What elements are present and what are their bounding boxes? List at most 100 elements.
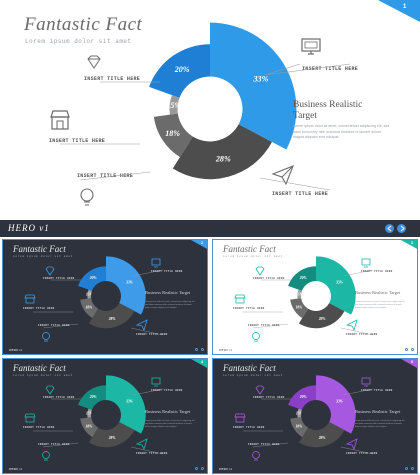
next-slide-button[interactable] [397, 224, 406, 233]
thumbnail-slide-2[interactable]: 2 Fantastic Fact Lorem ipsum dolor sit ame… [2, 239, 208, 355]
percent-label: 20% [89, 395, 97, 399]
insert-title-label: INSERT TITLE HERE [233, 307, 265, 310]
monitor-icon [301, 38, 321, 55]
title-word: Fantastic [223, 363, 260, 373]
segment-33 [316, 375, 356, 434]
segment-15 [297, 289, 303, 299]
insert-title-label: INSERT TITLE HERE [23, 426, 55, 429]
leader-line [132, 269, 164, 277]
segment-33 [210, 22, 297, 150]
shop-icon [24, 413, 36, 423]
segment-20 [288, 385, 316, 410]
side-body: Lorem ipsum dolor sit amet, consectetuer… [145, 301, 195, 309]
side-body: Lorem ipsum dolor sit amet, consectetuer… [355, 420, 405, 428]
donut-hole [301, 400, 331, 430]
title-word: Fantastic [13, 244, 50, 254]
segment-15 [87, 289, 93, 299]
thumbnail-slide-5[interactable]: 5 Fantastic Fact Lorem ipsum dolor sit ame… [212, 358, 418, 474]
leader-lines [60, 63, 351, 191]
slide-subtitle: Lorem ipsum dolor sit amet [25, 38, 132, 45]
percent-label: 33% [125, 399, 133, 403]
segment-28 [172, 124, 272, 180]
percent-label: 18% [165, 129, 180, 138]
percent-label: 15% [296, 412, 303, 416]
side-title: Business Realistic Target [145, 409, 191, 414]
insert-title-label: INSERT TITLE HERE [233, 426, 265, 429]
segment-20 [78, 385, 106, 410]
slide-title: Fantastic Fact [223, 244, 276, 254]
insert-title-label: INSERT TITLE HERE [43, 396, 75, 399]
leader-line [252, 442, 289, 448]
page-corner [378, 0, 420, 22]
slide-subtitle: Lorem ipsum dolor sit amet [13, 374, 73, 377]
slide-title: Fantastic Fact [13, 363, 66, 373]
percent-label: 18% [295, 425, 302, 429]
brand-logo: HERO v1 [9, 348, 23, 352]
presentation-bar: HERO v1 [0, 220, 420, 237]
percent-label: 15% [166, 101, 181, 110]
segment-18 [80, 417, 99, 438]
thumbnail-slide-4[interactable]: 4 Fantastic Fact Lorem ipsum dolor sit ame… [2, 358, 208, 474]
donut-hole [91, 281, 121, 311]
leader-line [252, 323, 289, 329]
next-slide-button[interactable] [201, 348, 204, 351]
slide-title: Fantastic Fact [24, 14, 143, 35]
next-slide-button[interactable] [201, 467, 204, 470]
segment-28 [298, 302, 345, 329]
insert-title-label: INSERT TITLE HERE [361, 270, 393, 273]
label-top-left: INSERT TITLE HERE [84, 76, 141, 82]
prev-slide-button[interactable] [385, 224, 394, 233]
donut-hole [91, 400, 121, 430]
page-corner [191, 240, 207, 249]
segment-28 [298, 421, 345, 448]
segment-33 [106, 256, 146, 315]
brand-logo: HERO v1 [219, 348, 233, 352]
label-bottom-left: INSERT TITLE HERE [77, 173, 134, 179]
chevron-left-icon [387, 225, 392, 232]
title-word: Fantastic [13, 363, 50, 373]
paper-plane-icon [345, 438, 358, 451]
shop-icon [50, 110, 70, 130]
prev-slide-button[interactable] [195, 348, 198, 351]
insert-title-label: INSERT TITLE HERE [361, 389, 393, 392]
diamond-icon [255, 385, 265, 395]
brand-logo: HERO v1 [9, 467, 23, 471]
page-number: 1 [403, 4, 407, 10]
prev-slide-button[interactable] [195, 467, 198, 470]
insert-title-label: INSERT TITLE HERE [38, 324, 70, 327]
monitor-icon [361, 377, 371, 387]
side-body: Lorem ipsum dolor sit amet, consectetuer… [293, 124, 390, 139]
leader-line [130, 446, 164, 455]
insert-title-label: INSERT TITLE HERE [248, 324, 280, 327]
chevron-right-icon [400, 225, 405, 232]
side-body: Lorem ipsum dolor sit amet, consectetuer… [355, 301, 405, 309]
percent-label: 15% [86, 293, 93, 297]
next-slide-button[interactable] [411, 348, 414, 351]
insert-title-label: INSERT TITLE HERE [38, 443, 70, 446]
next-slide-button[interactable] [411, 467, 414, 470]
main-slide[interactable]: 1 Fantastic Fact Lorem ipsum dolor sit a… [0, 0, 420, 220]
insert-title-label: INSERT TITLE HERE [253, 277, 285, 280]
prev-slide-button[interactable] [405, 467, 408, 470]
label-top-right: INSERT TITLE HERE [302, 66, 359, 72]
insert-title-label: INSERT TITLE HERE [136, 333, 168, 336]
lightbulb-icon [42, 332, 50, 342]
prev-slide-button[interactable] [405, 348, 408, 351]
side-body: Lorem ipsum dolor sit amet, consectetuer… [145, 420, 195, 428]
leader-line [342, 269, 374, 277]
segment-18 [153, 113, 193, 158]
leader-line [340, 327, 374, 336]
side-title: Business Realistic Target [293, 100, 363, 121]
title-word: Fact [49, 244, 66, 254]
paper-plane-icon [135, 438, 148, 451]
lightbulb-icon [42, 451, 50, 461]
page-corner [401, 240, 417, 249]
segment-18 [290, 298, 309, 319]
segment-18 [80, 298, 99, 319]
side-title: Business Realistic Target [355, 409, 401, 414]
segment-15 [87, 408, 93, 418]
leader-line [130, 327, 164, 336]
percent-label: 15% [86, 412, 93, 416]
thumbnail-slide-3[interactable]: 3 Fantastic Fact Lorem ipsum dolor sit ame… [212, 239, 418, 355]
lightbulb-icon [252, 332, 260, 342]
